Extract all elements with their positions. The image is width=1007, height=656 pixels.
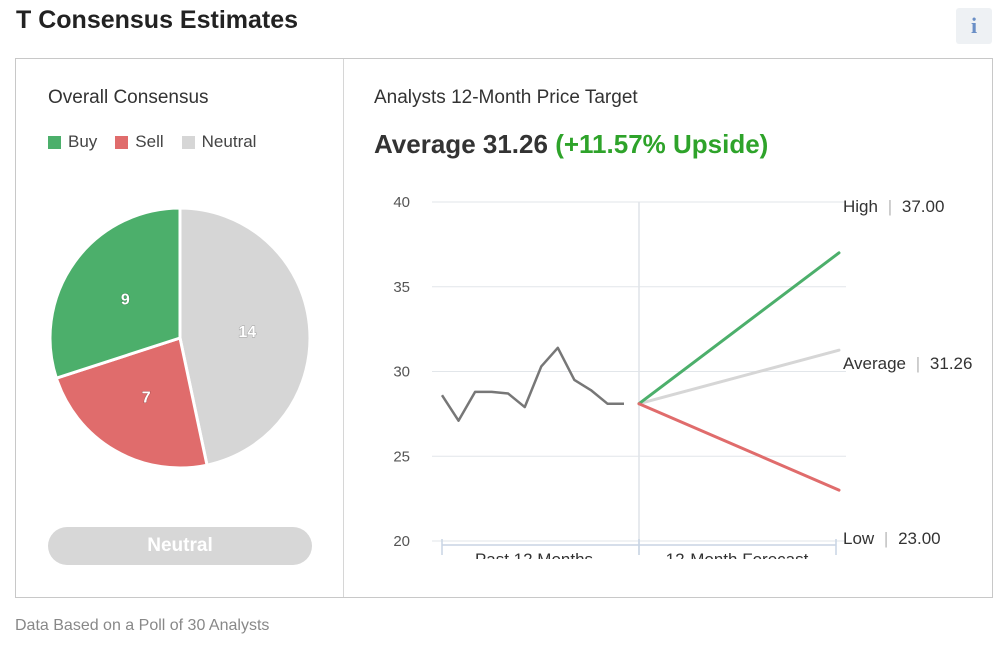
legend-item-sell: Sell [115, 132, 164, 152]
y-tick-label-30: 30 [393, 364, 410, 381]
legend-label-buy: Buy [68, 132, 98, 151]
high-label-text: High [843, 197, 878, 216]
legend-label-neutral: Neutral [201, 132, 257, 151]
past-price-line [440, 346, 624, 422]
low-separator: | [884, 529, 888, 548]
forecast-high-line [637, 251, 841, 406]
average-separator: | [916, 354, 920, 373]
target-heading: Analysts 12-Month Price Target [374, 87, 638, 108]
average-label-text: Average [843, 354, 906, 373]
legend-item-buy: Buy [48, 132, 97, 152]
high-label: High | 37.00 [843, 197, 944, 216]
price-target-chart: 20 25 30 35 40 Past 12 Months 12-Month Forec… [393, 194, 972, 559]
legend-swatch-buy [48, 135, 61, 149]
legend-swatch-neutral [181, 135, 195, 149]
x-label-past: Past 12 Months [475, 550, 593, 559]
pie-label-buy: 9 [121, 291, 130, 308]
average-target-value: Average 31.26 [374, 129, 548, 159]
low-value: 23.00 [898, 529, 941, 548]
y-tick-label-25: 25 [393, 448, 410, 465]
y-tick-label-40: 40 [393, 194, 410, 211]
legend-swatch-sell [115, 135, 129, 149]
legend-item-neutral: Neutral [181, 132, 257, 152]
high-value: 37.00 [902, 197, 945, 216]
pie-label-sell: 7 [142, 390, 151, 407]
footer-note: Data Based on a Poll of 30 Analysts [15, 617, 270, 634]
forecast-low-line [637, 402, 841, 492]
low-label-text: Low [843, 529, 875, 548]
page-title: T Consensus Estimates [16, 6, 299, 34]
legend-label-sell: Sell [135, 132, 164, 151]
info-icon[interactable]: i [956, 8, 992, 44]
pie-label-neutral: 14 [238, 324, 256, 341]
pie-slice-buy [48, 206, 182, 381]
low-label: Low | 23.00 [843, 529, 941, 548]
y-tick-label-20: 20 [393, 533, 410, 550]
high-separator: | [888, 197, 892, 216]
consensus-pie-chart: 14 7 9 [48, 206, 312, 470]
panel-divider [343, 59, 344, 597]
average-value: 31.26 [930, 354, 973, 373]
upside-percentage: (+11.57% Upside) [555, 129, 769, 159]
average-label: Average | 31.26 [843, 354, 972, 373]
y-tick-label-35: 35 [393, 279, 410, 296]
forecast-average-line [637, 348, 841, 406]
consensus-rating-badge: Neutral [48, 527, 312, 565]
consensus-card: Overall Consensus Buy Sell Neutral 14 7 9 … [15, 58, 993, 598]
pie-slice-neutral [178, 206, 312, 467]
average-target-headline: Average 31.26 (+11.57% Upside) [374, 129, 768, 160]
x-label-forecast: 12-Month Forecast [666, 550, 809, 559]
pie-legend: Buy Sell Neutral [48, 132, 256, 152]
pie-slice-sell [54, 336, 209, 470]
consensus-heading: Overall Consensus [48, 87, 209, 108]
